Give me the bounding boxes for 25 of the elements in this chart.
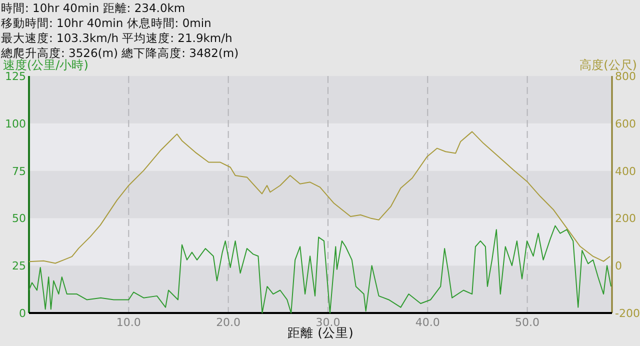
y-tick-label: 75 [12,164,26,178]
y2-tick-label: 200 [615,212,636,226]
line-series [28,225,612,314]
x-axis-title: 距離 (公里) [288,325,354,340]
y-tick-label: 100 [5,117,26,130]
y2-tick-label: 600 [615,117,636,130]
y2-tick-label: 0 [615,260,622,273]
text: 時間: 10hr 40min 距離: 234.0km [1,1,186,15]
x-tick-label: 50.0 [515,316,540,329]
text: 最大速度: 103.3km/h 平均速度: 21.9km/h [1,31,232,45]
y2-tick-label: -200 [615,307,640,320]
text: 總爬升高度: 3526(m) 總下降高度: 3482(m) [0,46,239,60]
y2-tick-label: 400 [615,164,636,178]
y-tick-label: 0 [19,307,26,320]
y-tick-label: 50 [12,212,26,226]
y-axis-title: 速度(公里/小時) [3,58,88,72]
x-tick-label: 20.0 [216,316,241,329]
y2-axis-title: 高度(公尺) [580,58,637,72]
y-tick-label: 25 [12,260,26,273]
y2-tick-label: 800 [615,70,636,83]
x-tick-label: 10.0 [116,316,141,329]
text: 移動時間: 10hr 40min 休息時間: 0min [1,16,212,30]
line-series [28,131,611,264]
x-tick-label: 40.0 [415,316,440,329]
y-tick-label: 125 [5,70,26,83]
